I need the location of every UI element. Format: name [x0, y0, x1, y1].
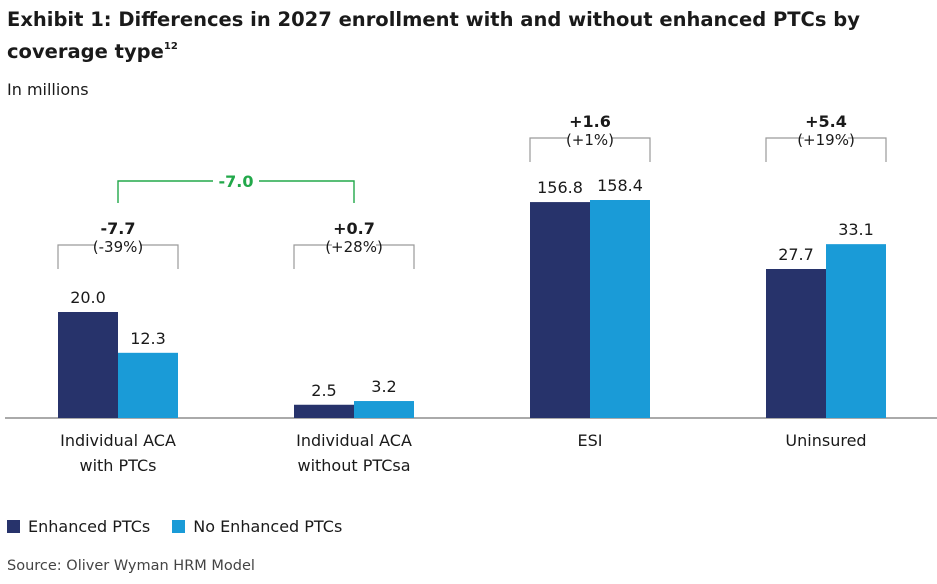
legend-label-enhanced: Enhanced PTCs [28, 517, 151, 536]
difference-value-0: -7.7 [101, 219, 136, 238]
bar-no-enhanced-3 [826, 244, 886, 418]
data-label-no-enhanced-0: 12.3 [130, 329, 166, 348]
difference-value-1: +0.7 [333, 219, 375, 238]
legend-swatch-no-enhanced [172, 520, 186, 533]
bar-enhanced-0 [58, 312, 118, 418]
legend-swatch-enhanced [7, 520, 20, 533]
difference-pct-2: (+1%) [566, 131, 614, 149]
data-label-enhanced-3: 27.7 [778, 245, 814, 264]
data-label-enhanced-0: 20.0 [70, 288, 106, 307]
data-label-enhanced-1: 2.5 [311, 381, 336, 400]
legend-item-no-enhanced: No Enhanced PTCs [172, 517, 342, 536]
source-note: Source: Oliver Wyman HRM Model [7, 558, 255, 574]
difference-bracket-2 [529, 137, 651, 162]
legend-item-enhanced: Enhanced PTCs [7, 517, 150, 536]
bar-enhanced-2 [530, 202, 590, 418]
difference-bracket-0 [57, 244, 179, 269]
x-tick-label-3-0: Uninsured [785, 431, 866, 450]
difference-bracket-3 [765, 137, 887, 162]
bar-enhanced-1 [294, 404, 354, 418]
difference-pct-3: (+19%) [797, 131, 855, 149]
difference-pct-0: (-39%) [93, 238, 143, 256]
chart-title: Exhibit 1: Differences in 2027 enrollmen… [7, 8, 860, 63]
bar-no-enhanced-1 [354, 401, 414, 418]
x-tick-label-1-0: Individual ACA [296, 431, 412, 450]
bar-chart: 20.0 12.3 Individual ACA with PTCs 2.5 3.2 Ind… [5, 112, 937, 475]
x-tick-label-2-0: ESI [578, 431, 603, 450]
combined-bracket [117, 180, 355, 203]
difference-value-3: +5.4 [805, 112, 847, 131]
bar-no-enhanced-0 [118, 352, 178, 418]
data-label-enhanced-2: 156.8 [537, 178, 583, 197]
legend: Enhanced PTCs No Enhanced PTCs [7, 517, 364, 536]
difference-bracket-1 [293, 244, 415, 269]
title-footnote: 12 [163, 41, 178, 52]
x-tick-label-1-1: without PTCsa [297, 456, 410, 475]
difference-pct-1: (+28%) [325, 238, 383, 256]
bar-enhanced-3 [766, 269, 826, 418]
data-label-no-enhanced-2: 158.4 [597, 176, 643, 195]
data-label-no-enhanced-1: 3.2 [371, 377, 396, 396]
x-tick-label-0-0: Individual ACA [60, 431, 176, 450]
combined-change-label: -7.0 [219, 172, 254, 191]
bar-no-enhanced-2 [590, 200, 650, 418]
legend-label-no-enhanced: No Enhanced PTCs [193, 517, 343, 536]
x-tick-label-0-1: with PTCs [79, 456, 156, 475]
difference-value-2: +1.6 [569, 112, 611, 131]
data-label-no-enhanced-3: 33.1 [838, 220, 874, 239]
chart-subtitle: In millions [7, 80, 89, 99]
